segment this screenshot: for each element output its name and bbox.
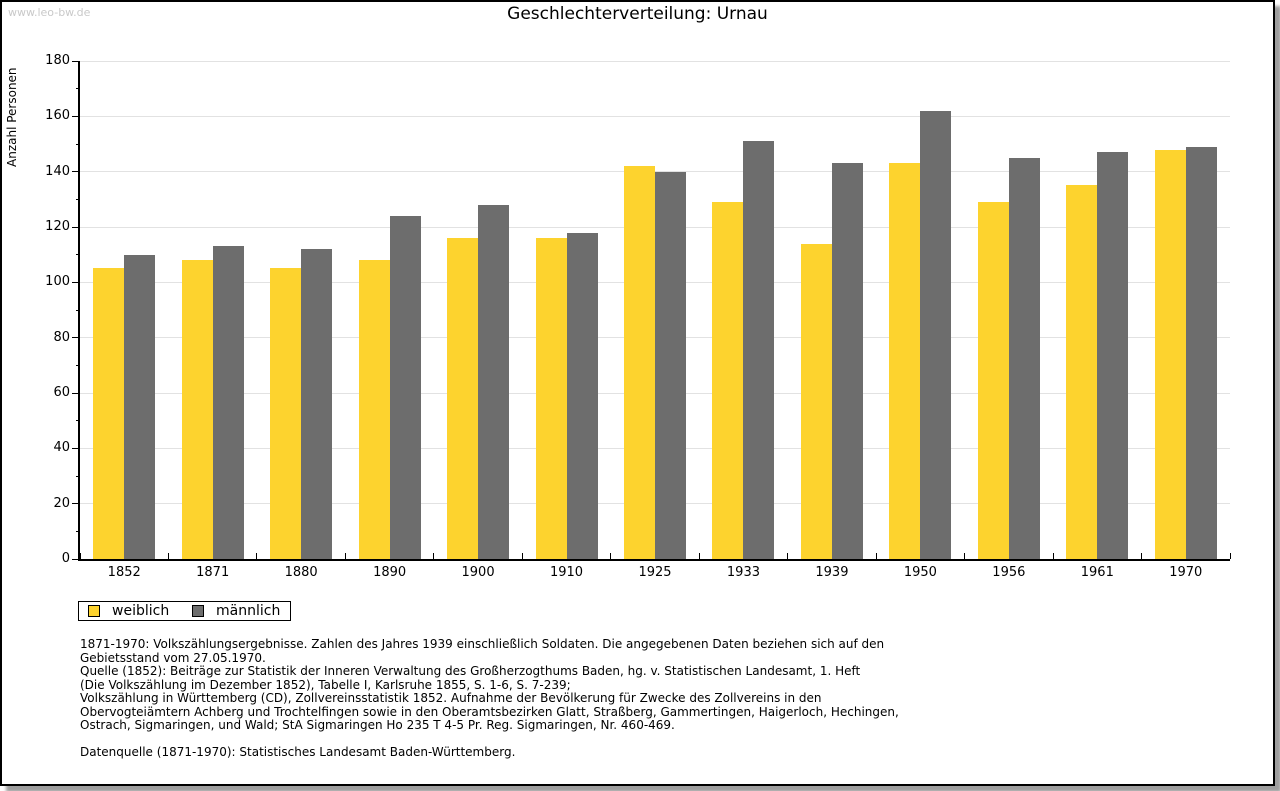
bar-männlich-1871	[213, 246, 244, 559]
x-tick-label-1910: 1910	[549, 565, 584, 580]
x-tick-1	[167, 553, 169, 559]
bar-männlich-1939	[832, 163, 863, 559]
x-tick-4	[433, 553, 435, 559]
x-axis-line	[78, 559, 1230, 561]
x-tick-0	[79, 553, 81, 559]
bar-männlich-1925	[655, 172, 686, 559]
x-tick-label-1950: 1950	[903, 565, 937, 580]
y-tick-label-100: 100	[45, 274, 70, 290]
y-major-tick-100	[72, 281, 80, 283]
source-notes: 1871-1970: Volkszählungsergebnisse. Zahl…	[80, 637, 899, 760]
x-tick-8	[787, 553, 789, 559]
bar-weiblich-1939	[801, 244, 832, 559]
bar-weiblich-1880	[270, 268, 301, 559]
bar-weiblich-1910	[536, 238, 567, 559]
y-axis-line	[78, 61, 80, 561]
legend-label-weiblich: weiblich	[112, 603, 170, 619]
source-note-line: (Die Volkszählung im Dezember 1852), Tab…	[80, 677, 571, 692]
x-tick-label-1939: 1939	[815, 565, 849, 580]
x-tick-label-1871: 1871	[196, 565, 230, 580]
x-tick-13	[1229, 553, 1231, 559]
y-tick-label-40: 40	[53, 440, 70, 456]
bar-weiblich-1900	[447, 238, 478, 559]
y-major-tick-180	[72, 60, 80, 62]
x-tick-5	[521, 553, 523, 559]
x-tick-7	[698, 553, 700, 559]
bar-weiblich-1852	[93, 268, 124, 559]
y-major-tick-0	[72, 558, 80, 560]
gridline-180	[80, 60, 1230, 62]
source-note-line: Volkszählung in Württemberg (CD), Zollve…	[80, 691, 822, 705]
y-tick-label-120: 120	[45, 219, 70, 234]
y-tick-label-0: 0	[61, 551, 70, 566]
source-note-line: Obervogteiämtern Achberg und Trochtelfin…	[80, 704, 899, 719]
x-tick-10	[964, 553, 966, 559]
source-note-line: Ostrach, Sigmaringen, und Wald; StA Sigm…	[80, 718, 675, 732]
y-major-tick-160	[72, 115, 80, 117]
source-note-line: Gebietsstand vom 27.05.1970.	[80, 650, 266, 665]
bar-weiblich-1933	[712, 202, 743, 559]
y-tick-label-60: 60	[53, 385, 70, 400]
x-tick-9	[875, 553, 877, 559]
y-major-tick-120	[72, 226, 80, 228]
y-tick-label-180: 180	[45, 53, 70, 68]
bar-männlich-1880	[301, 249, 332, 559]
legend-swatch-maennlich	[192, 605, 204, 617]
y-major-tick-60	[72, 392, 80, 394]
x-tick-3	[344, 553, 346, 559]
bar-männlich-1900	[478, 205, 509, 559]
x-tick-label-1961: 1961	[1080, 565, 1114, 580]
x-tick-label-1925: 1925	[638, 565, 672, 580]
x-tick-label-1900: 1900	[461, 565, 495, 580]
x-tick-label-1890: 1890	[373, 565, 407, 580]
y-major-tick-20	[72, 503, 80, 505]
bar-weiblich-1925	[624, 166, 655, 559]
legend-swatch-weiblich	[88, 605, 100, 617]
y-tick-label-20: 20	[53, 495, 70, 511]
gridline-160	[80, 115, 1230, 117]
x-tick-label-1970: 1970	[1169, 565, 1203, 580]
gridline-140	[80, 171, 1230, 173]
source-note-line: Quelle (1852): Beiträge zur Statistik de…	[80, 664, 861, 678]
chart-legend: weiblich männlich	[78, 601, 291, 621]
x-tick-label-1880: 1880	[284, 565, 318, 580]
bar-weiblich-1970	[1155, 150, 1186, 559]
bar-männlich-1950	[920, 111, 951, 559]
bar-weiblich-1961	[1066, 185, 1097, 559]
y-axis-title-text: Anzahl Personen	[5, 67, 19, 167]
y-tick-label-160: 160	[45, 108, 70, 124]
bar-männlich-1933	[743, 141, 774, 559]
y-tick-label-80: 80	[53, 329, 70, 345]
bar-weiblich-1871	[182, 260, 213, 559]
bar-weiblich-1950	[889, 163, 920, 559]
bar-männlich-1970	[1186, 147, 1217, 559]
y-major-tick-80	[72, 337, 80, 339]
bar-weiblich-1890	[359, 260, 390, 559]
bar-männlich-1961	[1097, 152, 1128, 559]
spacer	[80, 733, 899, 747]
bar-männlich-1956	[1009, 158, 1040, 559]
bar-männlich-1890	[390, 216, 421, 559]
y-axis-title: Anzahl Personen	[4, 66, 20, 168]
x-tick-2	[256, 553, 258, 559]
x-tick-label-1933: 1933	[726, 565, 760, 580]
x-tick-12	[1141, 553, 1143, 559]
bar-männlich-1852	[124, 255, 155, 559]
y-major-tick-140	[72, 171, 80, 173]
datasource-line: Datenquelle (1871-1970): Statistisches L…	[80, 745, 516, 759]
y-major-tick-40	[72, 447, 80, 449]
x-tick-6	[610, 553, 612, 559]
legend-label-maennlich: männlich	[216, 603, 281, 619]
x-tick-11	[1052, 553, 1054, 559]
x-tick-label-1956: 1956	[992, 565, 1026, 580]
x-tick-label-1852: 1852	[107, 565, 141, 580]
bar-weiblich-1956	[978, 202, 1009, 559]
source-note-line: 1871-1970: Volkszählungsergebnisse. Zahl…	[80, 637, 885, 651]
y-tick-label-140: 140	[45, 163, 70, 179]
chart-title: Geschlechterverteilung: Urnau	[507, 4, 768, 24]
bar-männlich-1910	[567, 233, 598, 559]
watermark: www.leo-bw.de	[8, 6, 91, 19]
